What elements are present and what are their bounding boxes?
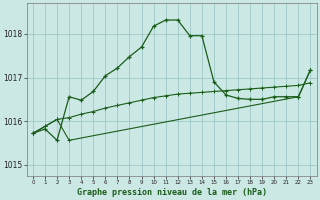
X-axis label: Graphe pression niveau de la mer (hPa): Graphe pression niveau de la mer (hPa) <box>77 188 267 197</box>
